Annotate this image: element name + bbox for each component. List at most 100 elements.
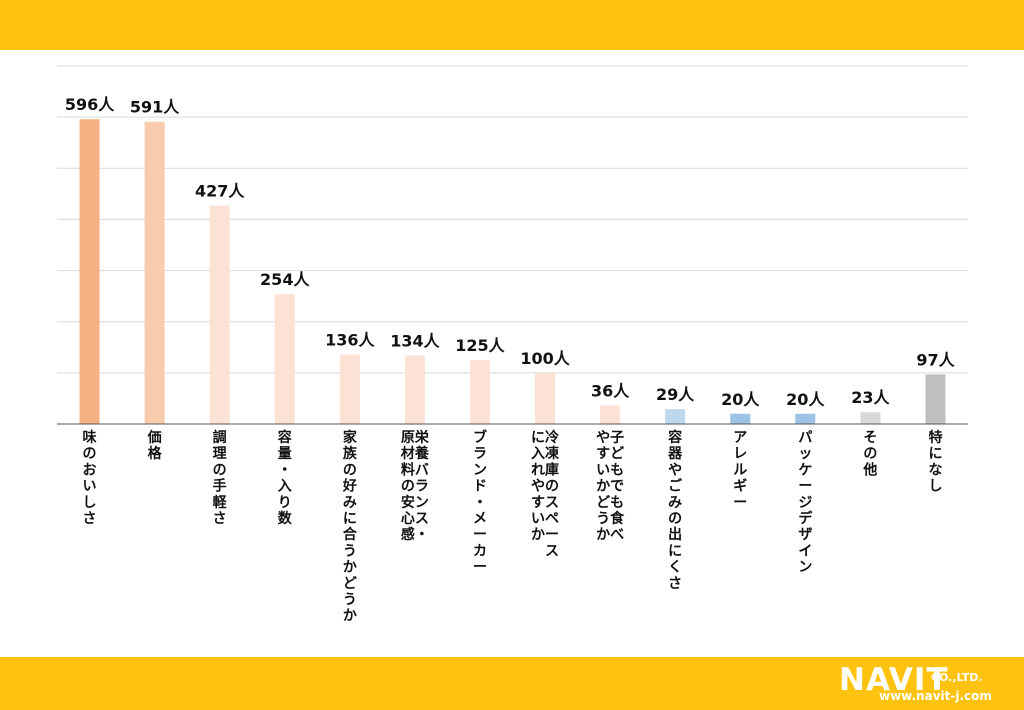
category-label-char: ・ (473, 495, 487, 511)
bar-value-label: 100人 (520, 349, 570, 368)
category-label-char: ー (545, 527, 559, 543)
category-label-char: ド (473, 479, 487, 495)
category-label-char: 数 (278, 510, 293, 527)
category-label-char: ス (415, 511, 429, 527)
category-label-char: レ (733, 446, 747, 462)
category-label-char: ・ (278, 462, 292, 478)
category-label-char: 軽 (213, 494, 228, 511)
category-label-char: り (278, 495, 292, 511)
category-label-char: に (531, 430, 545, 446)
category-label-char: 養 (414, 445, 429, 462)
bar-value-label: 596人 (65, 95, 115, 114)
category-label-char: に (343, 511, 357, 527)
category-label-char: ン (473, 462, 487, 478)
category-label-char: う (343, 543, 357, 559)
category-label-char: 特 (928, 429, 942, 446)
category-label-char: う (596, 511, 610, 527)
category-label-char: ッ (798, 446, 812, 462)
bar-value-label: 29人 (656, 385, 695, 404)
category-label-char: 理 (213, 446, 227, 462)
bar-value-label: 36人 (591, 382, 630, 401)
category-label-char: 安 (401, 494, 415, 511)
category-label-char: や (668, 462, 682, 478)
bar (730, 413, 751, 424)
bar (209, 205, 230, 424)
category-label-char: の (545, 479, 559, 495)
bar (144, 121, 165, 424)
category-label-char: パ (798, 430, 812, 446)
bar (795, 413, 816, 424)
category-label-char: 感 (401, 526, 415, 543)
category-label-char: ど (343, 576, 357, 592)
category-label-char: ど (596, 495, 610, 511)
bar (339, 354, 360, 424)
category-label-char: べ (610, 527, 624, 543)
category-label-char: ア (733, 430, 747, 446)
category-label-char: で (610, 479, 624, 495)
bar-value-label: 125人 (455, 336, 505, 355)
bar (925, 374, 946, 424)
bar (860, 412, 881, 424)
category-label-char: ス (545, 495, 559, 511)
category-label-char: み (343, 495, 357, 511)
category-label-char: 材 (401, 445, 415, 462)
bar-value-label: 23人 (851, 388, 890, 407)
category-label-char: か (343, 560, 357, 576)
bar (79, 119, 100, 424)
bars (79, 119, 946, 424)
category-label: その他 (862, 430, 877, 478)
bar-value-label: 20人 (786, 390, 825, 409)
category-label-char: さ (213, 511, 227, 527)
category-label-char: イ (798, 543, 812, 559)
category-label-char: お (83, 462, 97, 478)
category-label-char: 合 (343, 526, 358, 543)
category-label-char: の (83, 446, 97, 462)
category-label-char: の (213, 462, 227, 478)
bar-value-label: 254人 (260, 270, 310, 289)
category-label-char: ー (798, 479, 812, 495)
category-label-char: 手 (213, 478, 227, 495)
category-label-char: 器 (667, 446, 683, 462)
category-label: 価格 (147, 429, 163, 462)
bar (274, 294, 295, 424)
category-label-char: ど (610, 446, 624, 462)
bar (404, 355, 425, 424)
category-label-char: 入 (531, 446, 545, 462)
logo-suffix: CO.,LTD. (931, 671, 983, 684)
category-label-char: の (668, 511, 682, 527)
bar-value-label: 20人 (721, 390, 760, 409)
category-label-char: か (596, 479, 610, 495)
category-label-char: 冷 (545, 429, 559, 446)
category-label-char: ザ (798, 527, 812, 543)
category-label-char: バ (415, 462, 429, 478)
value-labels: 596人 591人 427人 254人 136人 134人 125人 100人 36人 29人 20… (65, 95, 956, 409)
category-label-char: な (928, 462, 942, 478)
category-label-char: み (668, 495, 682, 511)
category-label-char: か (531, 527, 545, 543)
category-label-char: デ (798, 510, 813, 527)
category-label-char: ラ (473, 446, 487, 462)
bar (535, 372, 556, 424)
company-logo: NAVIT CO.,LTD. www.navit-j.com (839, 662, 1014, 706)
category-label-char: さ (668, 576, 682, 592)
category-label-char: も (610, 495, 624, 511)
category-label-char: ジ (798, 495, 812, 511)
category-label-char: の (401, 479, 415, 495)
bottom-banner (0, 657, 1024, 710)
category-label-char: い (531, 511, 545, 527)
category-label-char: 原 (401, 430, 415, 446)
category-label-char: に (668, 543, 682, 559)
category-label-char: ペ (545, 511, 559, 527)
category-label-char: ン (798, 560, 812, 576)
category-label-char: 料 (401, 461, 415, 478)
category-label-char: 凍 (545, 445, 560, 462)
category-label-char: ラ (415, 479, 429, 495)
bar-value-label: 136人 (325, 330, 375, 349)
category-label-char: 味 (83, 430, 97, 446)
